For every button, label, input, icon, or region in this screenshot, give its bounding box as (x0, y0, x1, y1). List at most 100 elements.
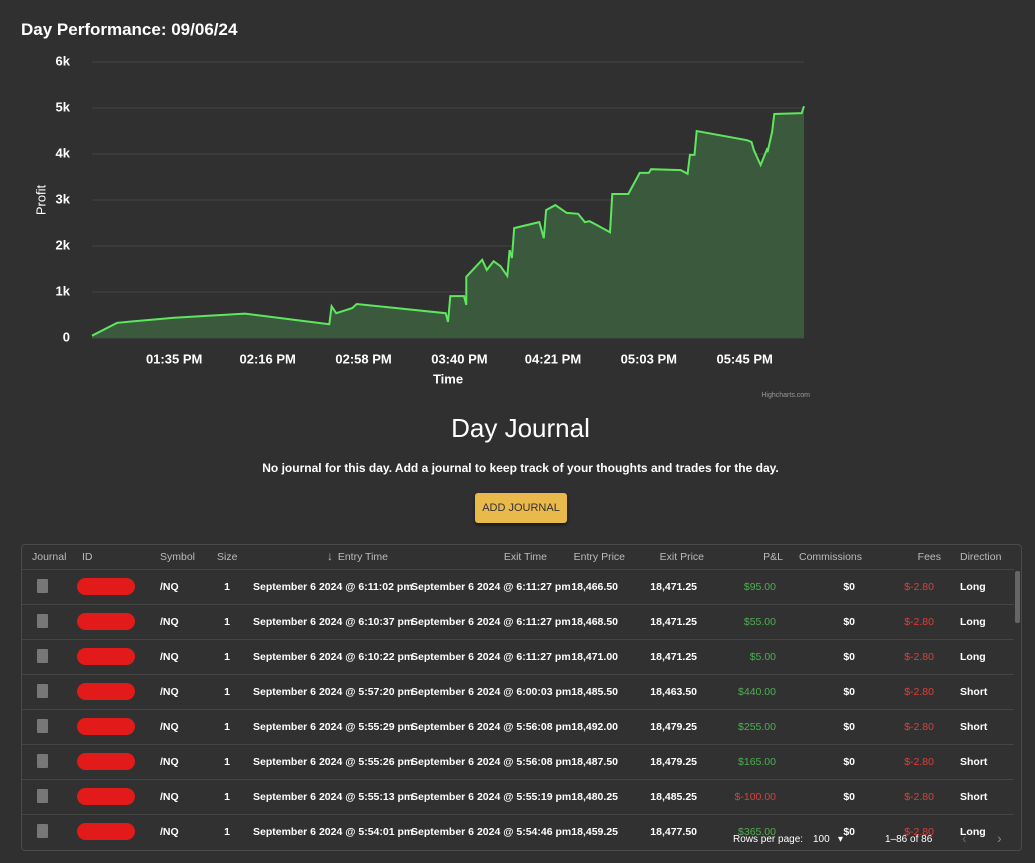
x-tick-label: 05:03 PM (621, 351, 677, 366)
rows-per-page-label: Rows per page: (733, 834, 804, 845)
cell-direction: Short (960, 721, 988, 733)
x-tick-label: 05:45 PM (716, 351, 772, 366)
add-journal-button[interactable]: ADD JOURNAL (475, 493, 567, 523)
column-header: Size (217, 551, 238, 563)
column-header: Symbol (160, 551, 196, 563)
cell-symbol: /NQ (160, 616, 179, 628)
cell-size: 1 (224, 756, 230, 768)
cell-size: 1 (224, 721, 230, 733)
cell-commissions: $0 (843, 616, 855, 628)
cell-exit-price: 18,471.25 (650, 581, 697, 593)
cell-direction: Long (960, 651, 986, 663)
cell-symbol: /NQ (160, 756, 179, 768)
cell-exit-price: 18,477.50 (650, 826, 697, 838)
table-row: /NQ 1 September 6 2024 @ 6:11:02 pm Septemb… (22, 569, 1014, 604)
cell-pnl: $165.00 (738, 756, 776, 768)
cell-entry-price: 18,480.25 (571, 791, 618, 803)
prev-page[interactable]: ‹ (962, 830, 967, 846)
table-row: /NQ 1 September 6 2024 @ 6:10:37 pm Septemb… (22, 604, 1014, 639)
table-row: /NQ 1 September 6 2024 @ 5:55:26 pm Septemb… (22, 744, 1014, 779)
cell-entry-time: September 6 2024 @ 6:10:37 pm (253, 616, 414, 628)
rows-per-page-select[interactable]: 100 ▾ (813, 834, 844, 845)
journal-icon (37, 579, 48, 593)
cell-commissions: $0 (843, 581, 855, 593)
column-header: Journal (32, 551, 67, 563)
cell-direction: Long (960, 826, 986, 838)
y-tick-label: 4k (56, 145, 71, 160)
next-page[interactable]: › (997, 830, 1002, 846)
cell-direction: Short (960, 756, 988, 768)
cell-symbol: /NQ (160, 581, 179, 593)
cell-entry-price: 18,468.50 (571, 616, 618, 628)
journal-icon (37, 649, 48, 663)
cell-entry-time: September 6 2024 @ 5:55:13 pm (253, 791, 414, 803)
cell-symbol: /NQ (160, 721, 179, 733)
cell-exit-time: September 6 2024 @ 5:54:46 pm (411, 826, 572, 838)
cell-entry-price: 18,459.25 (571, 826, 618, 838)
cell-fees: $-2.80 (904, 616, 934, 628)
cell-size: 1 (224, 616, 230, 628)
cell-entry-time: September 6 2024 @ 5:54:01 pm (253, 826, 414, 838)
cell-fees: $-2.80 (904, 581, 934, 593)
cell-pnl: $440.00 (738, 686, 776, 698)
y-tick-label: 1k (56, 283, 71, 298)
x-axis-title: Time (433, 371, 463, 386)
cell-exit-price: 18,479.25 (650, 756, 697, 768)
cell-symbol: /NQ (160, 791, 179, 803)
cell-size: 1 (224, 651, 230, 663)
column-header: Entry Time (337, 551, 388, 563)
redacted-id (77, 613, 135, 630)
cell-commissions: $0 (843, 721, 855, 733)
column-header: ID (82, 551, 93, 563)
cell-size: 1 (224, 686, 230, 698)
cell-exit-price: 18,471.25 (650, 616, 697, 628)
redacted-id (77, 788, 135, 805)
cell-pnl: $55.00 (743, 616, 776, 628)
journal-icon (37, 824, 48, 838)
redacted-id (77, 823, 135, 840)
y-tick-label: 3k (56, 191, 71, 206)
x-tick-label: 02:58 PM (335, 351, 391, 366)
y-tick-label: 2k (56, 237, 71, 252)
cell-direction: Long (960, 616, 986, 628)
column-header: Exit Price (659, 551, 704, 563)
x-tick-label: 01:35 PM (146, 351, 202, 366)
cell-size: 1 (224, 581, 230, 593)
table-row: /NQ 1 September 6 2024 @ 5:55:13 pm Septemb… (22, 779, 1014, 814)
table-row: /NQ 1 September 6 2024 @ 6:10:22 pm Septemb… (22, 639, 1014, 674)
cell-entry-price: 18,466.50 (571, 581, 618, 593)
cell-entry-time: September 6 2024 @ 5:57:20 pm (253, 686, 414, 698)
cell-pnl: $5.00 (749, 651, 776, 663)
x-tick-label: 04:21 PM (525, 351, 581, 366)
cell-size: 1 (224, 826, 230, 838)
cell-entry-time: September 6 2024 @ 6:11:02 pm (253, 581, 413, 593)
cell-exit-price: 18,485.25 (650, 791, 697, 803)
redacted-id (77, 753, 135, 770)
y-tick-label: 6k (56, 53, 71, 68)
cell-pnl: $255.00 (738, 721, 776, 733)
cell-entry-time: September 6 2024 @ 6:10:22 pm (253, 651, 414, 663)
cell-fees: $-2.80 (904, 651, 934, 663)
cell-exit-time: September 6 2024 @ 5:56:08 pm (411, 756, 572, 768)
journal-icon (37, 614, 48, 628)
page-range: 1–86 of 86 (885, 834, 933, 845)
column-header: P&L (763, 551, 783, 563)
x-tick-label: 03:40 PM (431, 351, 487, 366)
journal-icon (37, 684, 48, 698)
cell-fees: $-2.80 (904, 721, 934, 733)
redacted-id (77, 683, 135, 700)
cell-fees: $-2.80 (904, 686, 934, 698)
cell-exit-time: September 6 2024 @ 6:11:27 pm (411, 581, 571, 593)
cell-fees: $-2.80 (904, 826, 934, 838)
table-row: /NQ 1 September 6 2024 @ 5:54:01 pm Septemb… (22, 814, 1014, 849)
journal-icon (37, 754, 48, 768)
journal-heading: Day Journal (451, 413, 590, 443)
redacted-id (77, 648, 135, 665)
redacted-id (77, 718, 135, 735)
cell-exit-time: September 6 2024 @ 6:00:03 pm (411, 686, 572, 698)
cell-exit-price: 18,471.25 (650, 651, 697, 663)
cell-entry-price: 18,471.00 (571, 651, 618, 663)
trades-table: Journal ID Symbol Size Entry Time Exit Time En… (21, 544, 1022, 851)
cell-fees: $-2.80 (904, 791, 934, 803)
cell-pnl: $95.00 (743, 581, 776, 593)
